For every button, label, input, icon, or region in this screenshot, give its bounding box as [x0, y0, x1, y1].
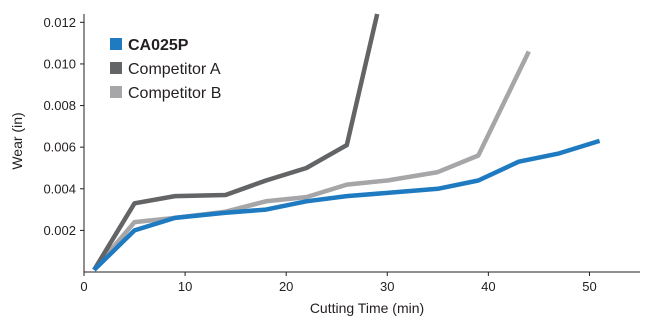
x-tick-label: 20 [279, 279, 293, 294]
series-line-ca025p [92, 138, 601, 272]
y-tick-label: 0.012 [43, 15, 76, 30]
x-tick-label: 10 [178, 279, 192, 294]
y-tick-label: 0.010 [43, 56, 76, 71]
tick-labels: 0 10 20 30 40 50 0.002 0.004 0.006 0.008 0.010 0.01… [43, 15, 596, 294]
y-axis-title: Wear (in) [9, 112, 25, 169]
legend-swatch [110, 62, 122, 74]
x-tick-label: 50 [582, 279, 596, 294]
chart-axes [83, 14, 640, 273]
legend-label: Competitor B [128, 85, 221, 102]
series-line-competitor-b [92, 50, 531, 272]
x-tick-label: 40 [481, 279, 495, 294]
series-lines [92, 13, 601, 272]
legend-label: Competitor A [128, 61, 221, 78]
x-tick-label: 0 [80, 279, 87, 294]
legend-label: CA025P [128, 37, 189, 54]
x-tick-label: 30 [380, 279, 394, 294]
chart-legend: CA025P Competitor A Competitor B [110, 37, 221, 102]
y-tick-label: 0.004 [43, 181, 76, 196]
x-axis-title: Cutting Time (min) [310, 300, 424, 316]
legend-swatch [110, 86, 122, 98]
y-tick-label: 0.006 [43, 140, 76, 155]
series-line-competitor-a [92, 13, 380, 272]
y-tick-label: 0.008 [43, 98, 76, 113]
legend-swatch [110, 38, 122, 50]
y-tick-label: 0.002 [43, 223, 76, 238]
